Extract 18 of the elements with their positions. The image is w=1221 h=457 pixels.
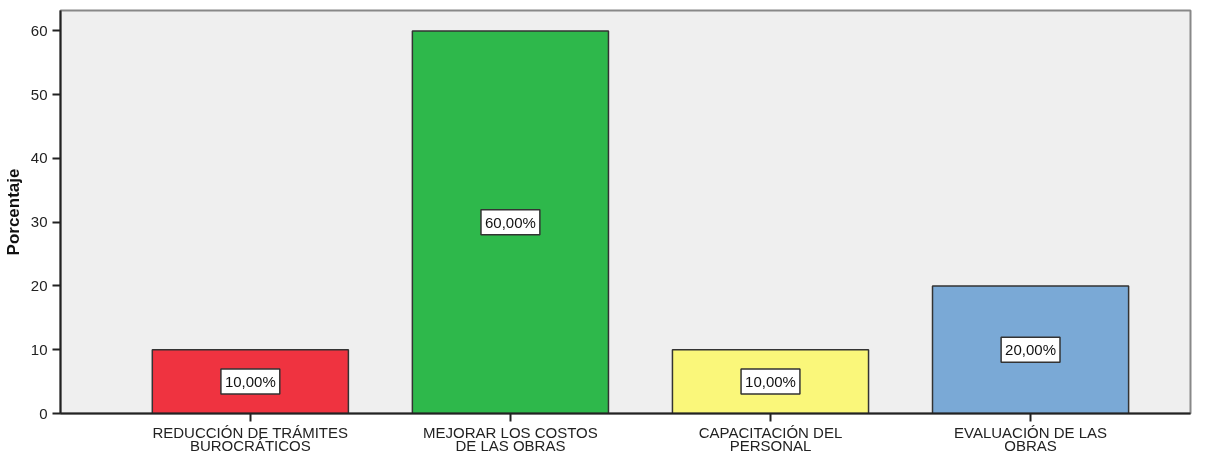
x-tick-label: MEJORAR LOS COSTOS DE LAS OBRAS bbox=[423, 423, 598, 455]
y-tick-label: 60 bbox=[30, 21, 48, 39]
bar bbox=[931, 285, 1130, 414]
bar bbox=[411, 30, 610, 414]
data-label: 20,00% bbox=[1005, 341, 1056, 359]
x-tick-label: EVALUACIÓN DE LAS OBRAS bbox=[954, 423, 1108, 455]
x-tick-label: REDUCCIÓN DE TRÁMITES BUROCRÁTICOS bbox=[152, 423, 349, 455]
y-tick-label: 0 bbox=[39, 404, 48, 422]
y-tick-label: 30 bbox=[30, 213, 48, 231]
data-label: 60,00% bbox=[484, 213, 536, 231]
y-tick-label: 10 bbox=[30, 340, 48, 358]
data-label: 10,00% bbox=[745, 373, 796, 391]
x-tick-label: CAPACITACIÓN DEL PERSONAL bbox=[698, 423, 843, 455]
y-tick-label: 40 bbox=[30, 149, 48, 167]
y-axis-title: Porcentaje bbox=[3, 168, 23, 256]
y-tick-label: 50 bbox=[30, 85, 48, 103]
y-tick-label: 20 bbox=[30, 276, 48, 294]
data-label: 10,00% bbox=[224, 373, 276, 391]
